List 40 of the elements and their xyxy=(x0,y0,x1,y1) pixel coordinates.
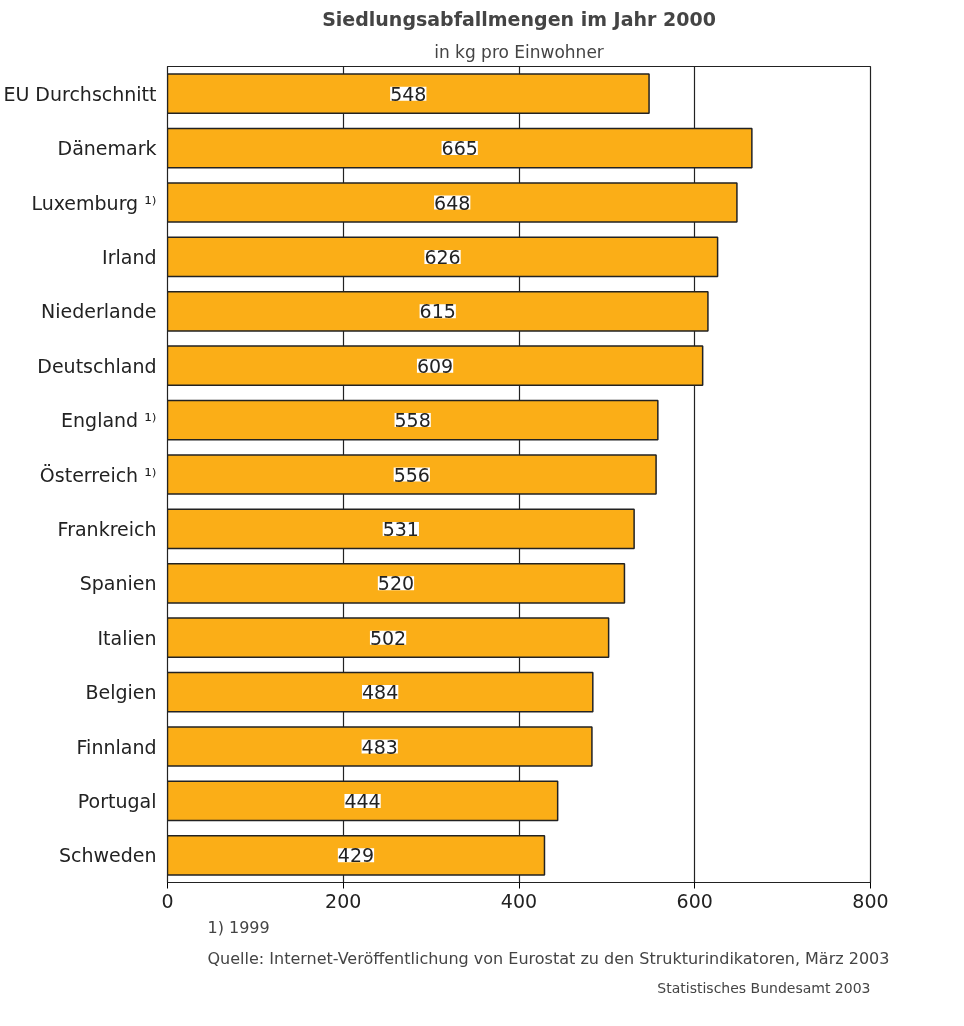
y-tick-label: Niederlande xyxy=(41,300,157,323)
data-label: 520 xyxy=(377,572,415,595)
x-tick-label: 0 xyxy=(161,889,174,912)
text: Statistisches Bundesamt 2003 xyxy=(657,979,871,996)
data-label: 484 xyxy=(362,681,399,704)
y-tick-label: Dänemark xyxy=(57,137,157,160)
data-label: 648 xyxy=(434,191,471,214)
x-tick-label: 200 xyxy=(325,889,362,912)
data-label: 502 xyxy=(369,626,407,649)
chart-subtitle: in kg pro Einwohner xyxy=(434,41,604,62)
y-tick-label: Luxemburg ¹⁾ xyxy=(31,191,157,214)
y-tick-label: Deutschland xyxy=(37,354,157,377)
data-label: 626 xyxy=(424,245,461,268)
data-label: 556 xyxy=(393,463,430,486)
y-tick-label: England ¹⁾ xyxy=(61,409,157,432)
data-label: 429 xyxy=(337,844,375,867)
y-tick-label: Schweden xyxy=(58,844,157,867)
x-tick-label: 600 xyxy=(676,889,713,912)
data-label: 483 xyxy=(361,735,398,758)
data-label: 665 xyxy=(441,137,478,160)
y-tick-label: Italien xyxy=(97,626,157,649)
y-tick-label: Portugal xyxy=(77,789,157,812)
y-tick-label: Spanien xyxy=(79,572,157,595)
y-tick-label: Irland xyxy=(102,245,157,268)
y-tick-label: Belgien xyxy=(85,681,157,704)
x-tick-label: 800 xyxy=(852,889,889,912)
data-label: 609 xyxy=(416,354,454,377)
source-note: Quelle: Internet-Veröffentlichung von Eurostat zu den Strukturindikatoren, März 2003 xyxy=(207,948,890,968)
data-label: 444 xyxy=(344,789,381,812)
y-tick-label: Frankreich xyxy=(57,517,157,540)
data-label: 531 xyxy=(382,517,419,540)
chart-title: Siedlungsabfallmengen im Jahr 2000 xyxy=(322,7,716,30)
data-label: 558 xyxy=(394,409,431,432)
y-tick-label: EU Durchschnitt xyxy=(3,82,157,105)
text: 1) 1999 xyxy=(207,917,270,937)
y-tick-label: Österreich ¹⁾ xyxy=(39,463,157,486)
data-label: 615 xyxy=(419,300,456,323)
y-tick-label: Finnland xyxy=(76,735,157,758)
x-tick-label: 400 xyxy=(500,889,538,912)
data-label: 548 xyxy=(390,82,427,105)
